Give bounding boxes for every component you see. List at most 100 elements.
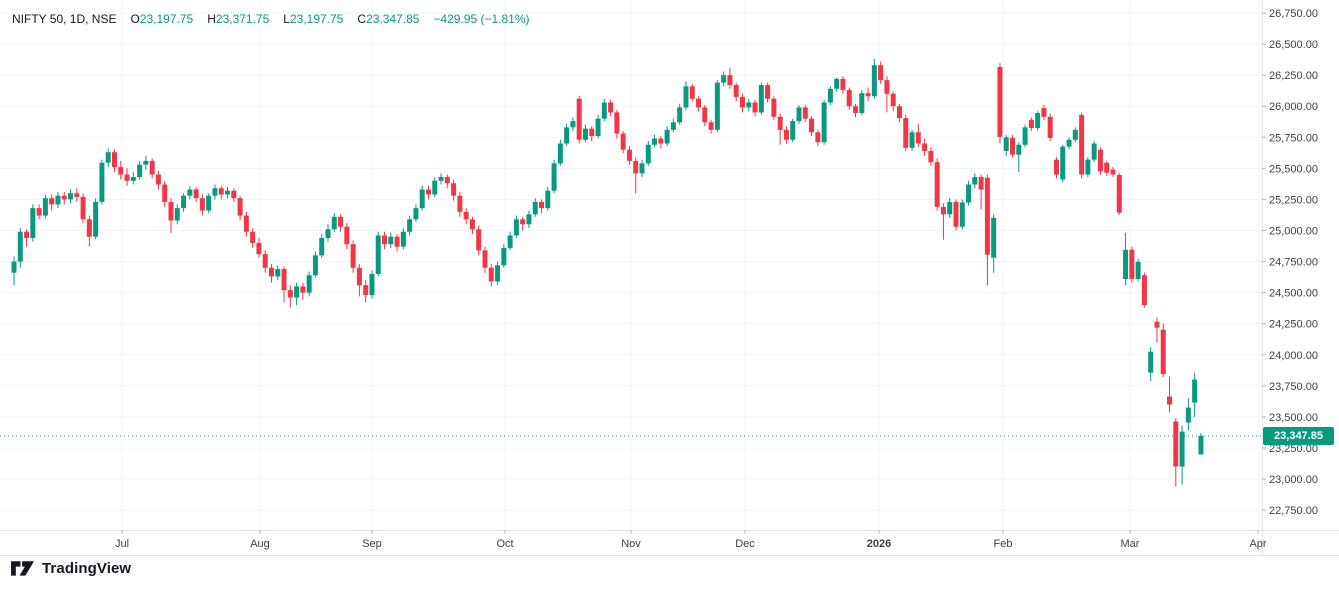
candle — [1028, 117, 1034, 132]
price-axis[interactable]: 26,750.00 26,500.00 26,250.00 26,000.00 25,7… — [1262, 8, 1318, 517]
candle — [375, 231, 381, 277]
time-axis[interactable]: Jul Aug Sep Oct Nov Dec 2026 Feb Mar Apr — [115, 530, 1267, 550]
price-axis-label: 23,250.00 — [1269, 443, 1318, 455]
price-axis-label: 24,000.00 — [1269, 350, 1318, 362]
price-axis-label: 25,500.00 — [1269, 163, 1318, 175]
candle — [93, 198, 99, 240]
candle — [526, 210, 532, 229]
candle — [614, 109, 620, 139]
tradingview-logo-text: TradingView — [42, 560, 132, 577]
candle — [225, 186, 231, 199]
candle — [601, 98, 607, 122]
candle — [557, 139, 563, 166]
candle — [953, 199, 959, 231]
candle — [469, 216, 475, 235]
candle — [821, 99, 827, 145]
candle — [501, 244, 507, 268]
candle — [1123, 232, 1129, 286]
time-axis-label: Mar — [1121, 538, 1140, 550]
time-axis-label: Nov — [621, 538, 641, 550]
candle — [972, 173, 978, 189]
candle — [130, 172, 136, 185]
candle — [545, 186, 551, 211]
candle — [1154, 317, 1160, 343]
candle — [846, 87, 852, 110]
time-axis-label: Aug — [250, 538, 270, 550]
candle — [86, 215, 92, 247]
candle — [570, 117, 576, 132]
candle — [181, 193, 187, 212]
candlestick-chart[interactable]: 26,750.00 26,500.00 26,250.00 26,000.00 25,7… — [0, 0, 1339, 556]
candle — [388, 232, 394, 248]
price-axis-label: 26,250.00 — [1269, 70, 1318, 82]
candle — [1129, 246, 1135, 283]
candle — [99, 159, 105, 205]
candle — [689, 83, 695, 102]
candle — [765, 82, 771, 103]
candle — [149, 158, 155, 179]
price-axis-label: 25,000.00 — [1269, 225, 1318, 237]
time-axis-label: Oct — [496, 538, 513, 550]
time-axis-label: Sep — [362, 538, 382, 550]
candle — [589, 126, 595, 142]
candle — [413, 204, 419, 222]
candle — [36, 204, 42, 220]
candle — [1016, 142, 1022, 173]
candle — [212, 184, 218, 200]
candle — [1116, 173, 1122, 215]
axis-borders — [0, 0, 1339, 556]
candle — [281, 266, 287, 303]
candle — [1167, 376, 1173, 413]
candle — [708, 119, 714, 134]
candle — [997, 62, 1003, 144]
candle — [595, 114, 601, 139]
candle — [727, 67, 733, 89]
candle — [11, 256, 17, 286]
candle — [677, 103, 683, 125]
price-axis-label: 24,250.00 — [1269, 319, 1318, 331]
price-axis-label: 22,750.00 — [1269, 505, 1318, 517]
price-axis-label: 23,500.00 — [1269, 412, 1318, 424]
candle — [1173, 418, 1179, 487]
candle — [463, 208, 469, 225]
candle — [325, 224, 331, 242]
chart-legend: NIFTY 50, 1D, NSE O23,197.75 H23,371.75 … — [12, 12, 530, 26]
candle — [871, 58, 877, 99]
candle — [1079, 112, 1085, 179]
candle — [300, 282, 306, 301]
candle — [1047, 113, 1053, 142]
candle — [363, 280, 369, 303]
price-axis-label: 23,750.00 — [1269, 381, 1318, 393]
change-value: −429.95 (−1.81%) — [433, 12, 530, 26]
candle — [356, 264, 362, 297]
candle — [30, 204, 36, 242]
candle — [237, 195, 243, 221]
time-axis-label: Dec — [735, 538, 755, 550]
candle — [1085, 157, 1091, 178]
candle — [551, 159, 557, 194]
symbol-title[interactable]: NIFTY 50, 1D, NSE — [12, 12, 117, 26]
candle — [1035, 111, 1041, 131]
time-axis-label: Jul — [115, 538, 129, 550]
candle — [231, 188, 237, 202]
candle — [61, 191, 67, 205]
candle — [457, 191, 463, 217]
candle — [1003, 134, 1009, 156]
candle — [476, 225, 482, 256]
candle — [959, 199, 965, 230]
candle — [620, 131, 626, 154]
candle — [193, 186, 199, 202]
price-axis-label: 26,750.00 — [1269, 8, 1318, 20]
candle — [488, 264, 494, 287]
candle — [218, 185, 224, 200]
price-axis-label: 24,750.00 — [1269, 257, 1318, 269]
candle — [268, 264, 274, 283]
candle — [758, 82, 764, 115]
candle — [17, 228, 23, 268]
tradingview-attribution[interactable]: TradingView — [10, 560, 131, 577]
candle — [639, 159, 645, 178]
tradingview-logo-icon — [11, 561, 34, 576]
candle — [884, 76, 890, 113]
candle — [783, 126, 789, 144]
candle — [790, 118, 796, 143]
